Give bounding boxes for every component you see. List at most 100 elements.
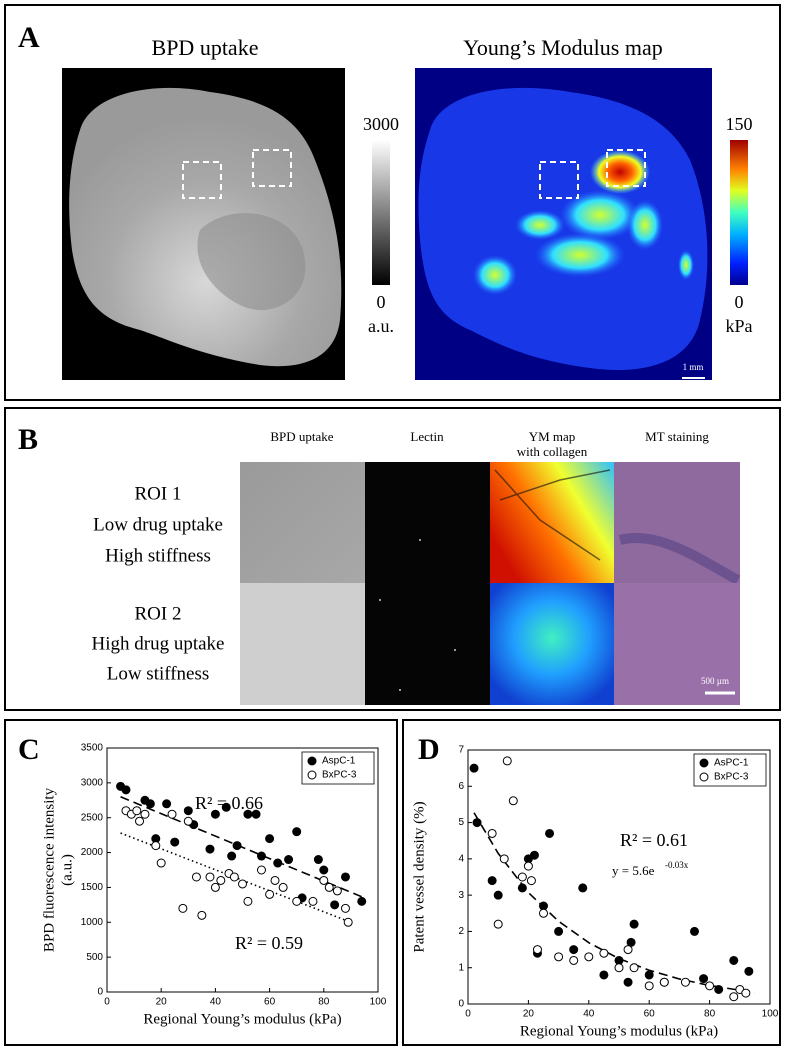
data-point xyxy=(714,984,724,994)
data-point xyxy=(210,809,220,819)
fit-line xyxy=(473,812,756,994)
panel-frame xyxy=(4,407,781,711)
panel-frame xyxy=(4,4,781,401)
data-point xyxy=(265,834,275,844)
data-point xyxy=(151,841,161,851)
data-point xyxy=(729,955,739,965)
data-point xyxy=(569,945,579,955)
data-point xyxy=(278,882,288,892)
data-point xyxy=(554,926,564,936)
data-point xyxy=(140,809,150,819)
data-point xyxy=(699,974,709,984)
legend-label: AspC-1 xyxy=(322,756,356,767)
data-point xyxy=(584,952,594,962)
data-point xyxy=(197,910,207,920)
data-point xyxy=(578,883,588,893)
data-point xyxy=(183,806,193,816)
plot-frame xyxy=(106,747,379,993)
y-tick-label: 1500 xyxy=(81,882,104,893)
data-point xyxy=(340,872,350,882)
plot-frame xyxy=(467,749,771,1005)
legend-marker xyxy=(699,772,709,782)
data-point xyxy=(256,865,266,875)
y-tick-label: 3 xyxy=(458,890,464,901)
data-point xyxy=(178,903,188,913)
data-point xyxy=(205,872,215,882)
data-point xyxy=(343,917,353,927)
row-label: ROI 1 xyxy=(135,483,182,504)
data-point xyxy=(487,828,497,838)
panel-frame xyxy=(402,719,781,1046)
data-point xyxy=(221,802,231,812)
bpd-image xyxy=(62,68,390,380)
data-point xyxy=(265,889,275,899)
data-point xyxy=(216,875,226,885)
data-point xyxy=(493,890,503,900)
x-tick-label: 0 xyxy=(465,1009,471,1020)
data-point xyxy=(729,992,739,1002)
colorbar-unit: a.u. xyxy=(368,316,394,336)
y-tick-label: 2 xyxy=(458,926,464,937)
colorbar-unit: kPa xyxy=(726,316,753,336)
colorbar-max: 150 xyxy=(726,114,753,134)
data-point xyxy=(324,882,334,892)
panel-frame xyxy=(4,719,398,1046)
x-tick-label: 100 xyxy=(762,1009,779,1020)
legend-marker xyxy=(699,758,709,768)
data-point xyxy=(229,872,239,882)
data-point xyxy=(227,851,237,861)
data-point xyxy=(705,981,715,991)
legend-marker xyxy=(307,756,317,766)
x-tick-label: 100 xyxy=(370,997,387,1008)
data-point xyxy=(332,886,342,896)
data-point xyxy=(523,861,533,871)
y-tick-label: 3500 xyxy=(81,743,104,754)
data-point xyxy=(599,970,609,980)
data-point xyxy=(205,844,215,854)
data-point xyxy=(629,963,639,973)
data-point xyxy=(256,851,266,861)
legend-label: AsPC-1 xyxy=(714,758,749,769)
data-point xyxy=(135,816,145,826)
y-tick-label: 1 xyxy=(458,962,464,973)
column-title: with collagen xyxy=(517,444,588,459)
data-point xyxy=(623,977,633,987)
data-point xyxy=(156,858,166,868)
row-label: High drug uptake xyxy=(92,633,225,654)
data-point xyxy=(319,875,329,885)
x-tick-label: 40 xyxy=(210,997,222,1008)
row-label: Low stiffness xyxy=(107,663,210,684)
ym-image xyxy=(415,68,748,380)
data-point xyxy=(517,872,527,882)
x-tick-label: 20 xyxy=(523,1009,535,1020)
data-point xyxy=(741,988,751,998)
y-tick-label: 3000 xyxy=(81,777,104,788)
panel-label: C xyxy=(18,733,40,766)
data-point xyxy=(629,919,639,929)
x-tick-label: 20 xyxy=(156,997,168,1008)
data-point xyxy=(145,799,155,809)
colorbar-max: 3000 xyxy=(363,114,399,134)
y-tick-label: 2000 xyxy=(81,847,104,858)
row-label: High stiffness xyxy=(105,545,211,566)
data-point xyxy=(232,841,242,851)
y-tick-label: 1000 xyxy=(81,917,104,928)
data-point xyxy=(183,816,193,826)
data-point xyxy=(539,908,548,918)
data-point xyxy=(162,799,172,809)
row-label: ROI 2 xyxy=(135,603,182,624)
data-point xyxy=(623,945,633,955)
image-title: Young’s Modulus map xyxy=(463,35,662,60)
x-axis-label: Regional Young’s modulus (kPa) xyxy=(520,1023,718,1039)
fit-line xyxy=(120,796,365,899)
data-point xyxy=(270,875,280,885)
colorbar-min: 0 xyxy=(377,292,386,312)
data-point xyxy=(273,858,283,868)
data-point xyxy=(472,818,482,828)
column-title: YM map xyxy=(529,429,576,444)
y-tick-label: 5 xyxy=(458,817,464,828)
data-point xyxy=(569,955,579,965)
legend-label: BxPC-3 xyxy=(714,772,749,783)
data-point xyxy=(517,883,527,893)
x-tick-label: 80 xyxy=(704,1009,716,1020)
